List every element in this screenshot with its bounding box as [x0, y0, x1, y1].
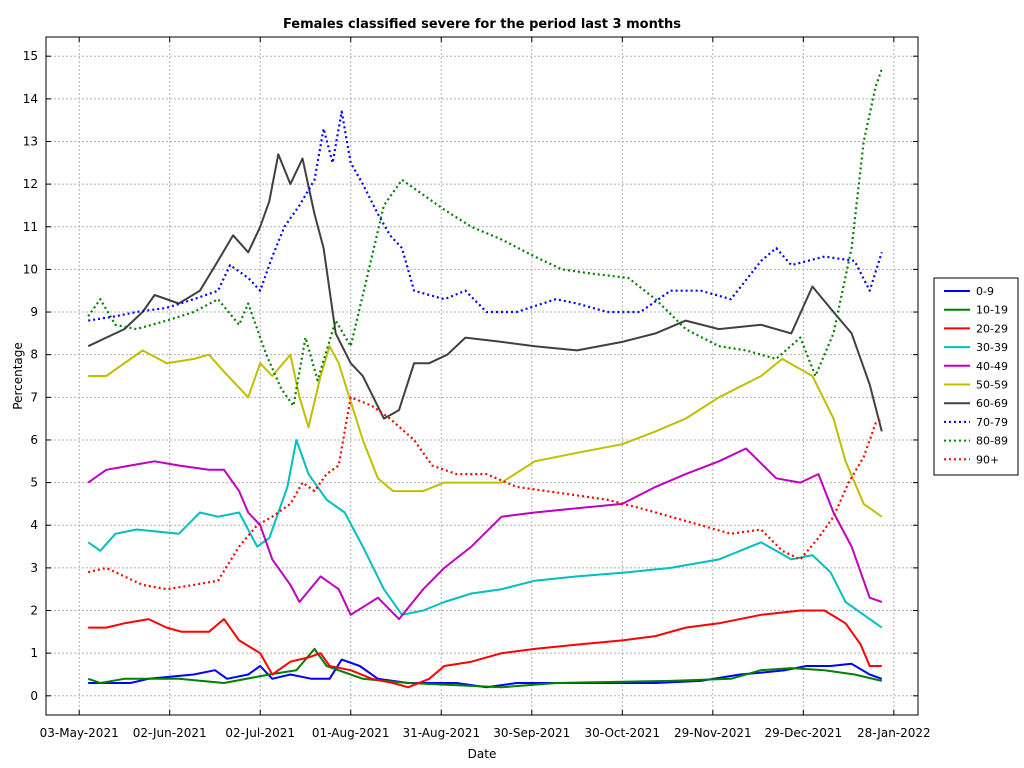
- x-tick-label: 02-Jun-2021: [133, 726, 207, 740]
- x-tick-label: 29-Nov-2021: [674, 726, 752, 740]
- grid: [46, 37, 918, 715]
- legend-entry: 70-79: [976, 416, 1008, 429]
- legend-entry: 80-89: [976, 435, 1008, 448]
- plot-frame: [45, 36, 919, 716]
- series-line-20-29: [88, 609, 882, 689]
- series-line-30-39: [87, 439, 883, 629]
- series-line-90+: [87, 396, 883, 591]
- y-tick-label: 14: [23, 92, 38, 106]
- x-tick-label: 29-Dec-2021: [764, 726, 842, 740]
- y-axis-label: Percentage: [11, 342, 25, 410]
- legend-entry: 0-9: [976, 285, 994, 298]
- x-axis-label: Date: [468, 747, 497, 761]
- y-tick-label: 13: [23, 134, 38, 148]
- legend-box: [933, 277, 1019, 476]
- y-tick-label: 12: [23, 177, 38, 191]
- x-tick-label: 30-Oct-2021: [585, 726, 661, 740]
- y-tick-label: 5: [30, 476, 38, 490]
- legend: 0-9 10-19 20-29 30-39 40-49 50-59 60-69 70-79 80…: [933, 277, 1019, 476]
- series-lines: [87, 68, 883, 689]
- x-tick-label: 28-Jan-2022: [857, 726, 931, 740]
- y-tick-label: 4: [30, 518, 38, 532]
- x-tick-label: 31-Aug-2021: [402, 726, 480, 740]
- y-tick-label: 1: [30, 646, 38, 660]
- legend-entry: 20-29: [976, 322, 1008, 335]
- series-line-60-69: [87, 153, 883, 432]
- y-tick-label: 8: [30, 348, 38, 362]
- series-line-50-59: [88, 345, 883, 518]
- y-tick-label: 15: [23, 49, 38, 63]
- legend-entry: 90+: [976, 453, 999, 466]
- y-tick-label: 0: [30, 689, 38, 703]
- x-tick-label: 01-Aug-2021: [312, 726, 390, 740]
- series-line-40-49: [87, 447, 883, 621]
- y-tick-label: 9: [30, 305, 38, 319]
- legend-entry: 60-69: [976, 397, 1008, 410]
- legend-entry: 30-39: [976, 341, 1008, 354]
- y-tick-label: 11: [23, 220, 38, 234]
- chart-title: Females classified severe for the period…: [283, 17, 681, 32]
- x-tick-label: 30-Sep-2021: [493, 726, 570, 740]
- y-tick-label: 10: [23, 262, 38, 276]
- x-tick-label: 03-May-2021: [40, 726, 119, 740]
- legend-entry: 50-59: [976, 379, 1008, 392]
- series-line-70-79: [88, 110, 883, 322]
- legend-entry: 40-49: [976, 360, 1008, 373]
- series-line-80-89: [87, 68, 883, 407]
- y-tick-label: 7: [30, 390, 38, 404]
- y-tick-label: 2: [30, 604, 38, 618]
- y-tick-label: 6: [30, 433, 38, 447]
- x-tick-label: 02-Jul-2021: [225, 726, 295, 740]
- legend-entry: 10-19: [976, 304, 1008, 317]
- y-tick-label: 3: [30, 561, 38, 575]
